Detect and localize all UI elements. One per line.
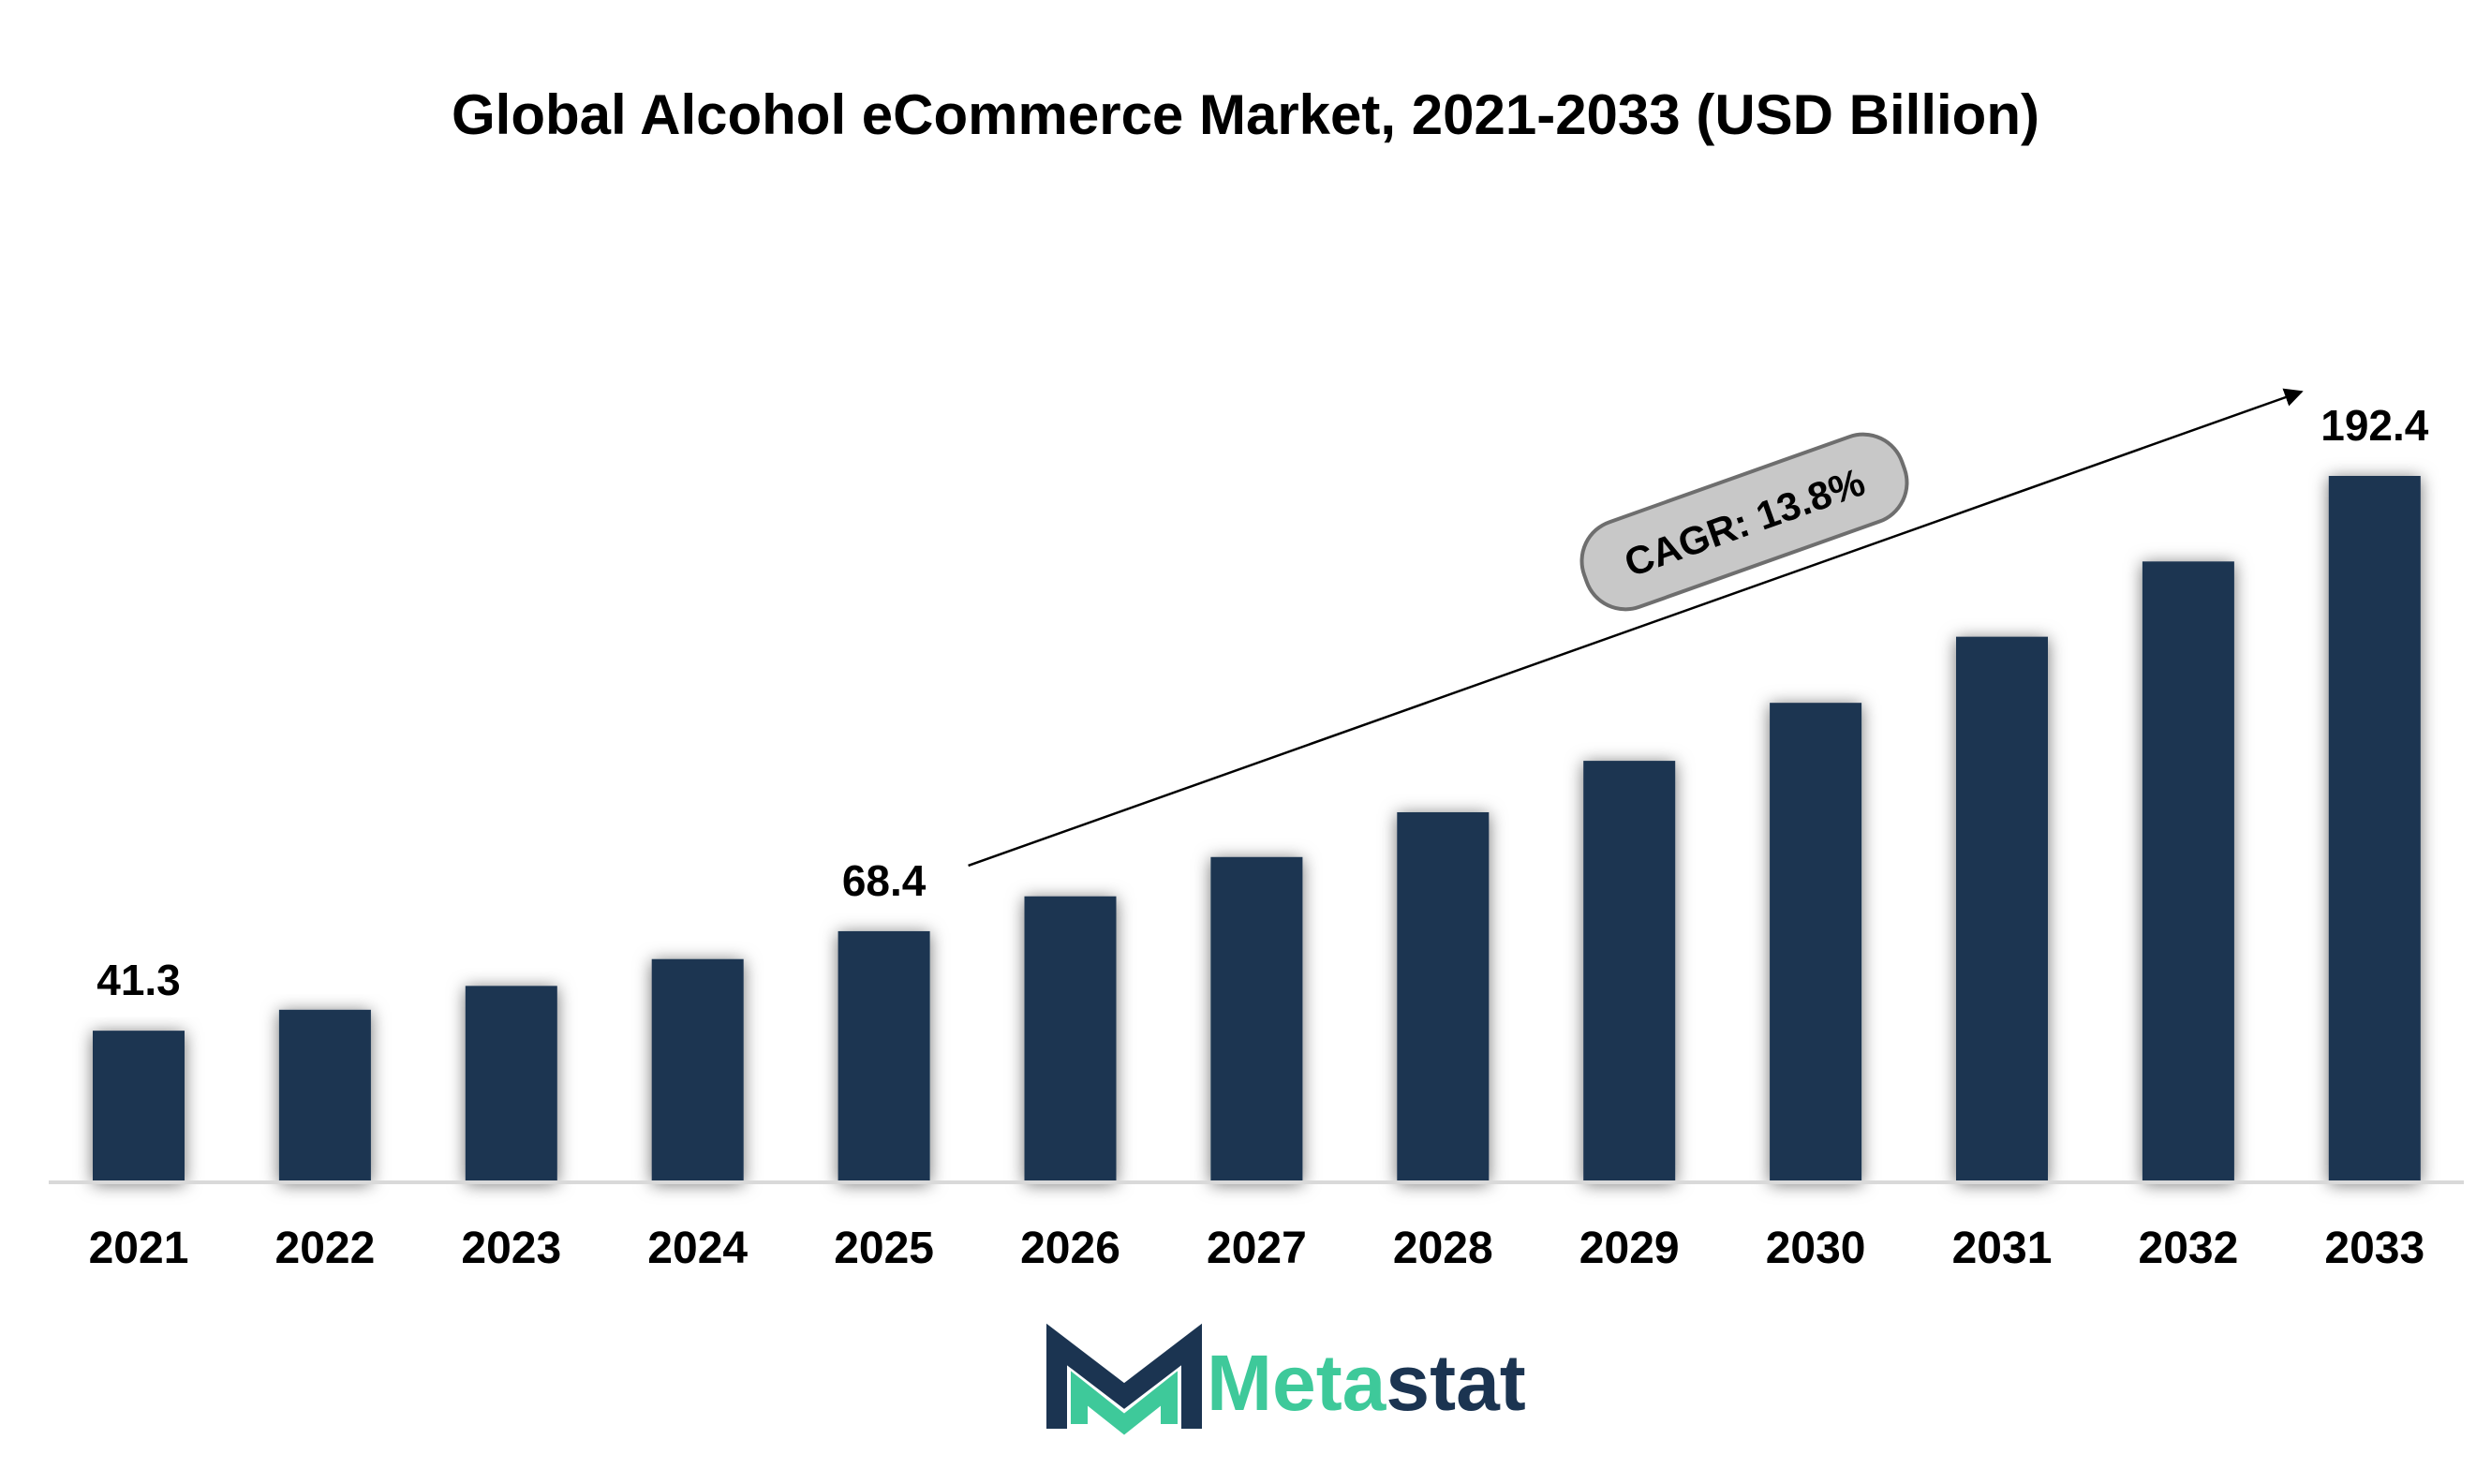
x-tick-2028: 2028 [1393,1224,1493,1273]
bars [93,476,2421,1182]
bar-2029 [1583,761,1676,1182]
data-label-2033: 192.4 [2320,401,2429,450]
logo-text: Metastat [1207,1339,1526,1427]
x-tick-2031: 2031 [1952,1224,2053,1273]
bar-2021 [93,1031,185,1182]
logo-text-meta: Meta [1207,1339,1387,1427]
metastat-logo: Metastat [1046,1323,1526,1435]
logo-text-stat: stat [1386,1339,1525,1427]
x-tick-labels: 2021 2022 2023 2024 2025 2026 2027 2028 2029 2030… [89,1224,2425,1273]
data-label-2021: 41.3 [96,956,181,1004]
x-tick-2026: 2026 [1020,1224,1120,1273]
metastat-m-icon [1046,1323,1202,1435]
bar-2028 [1397,811,1490,1182]
x-tick-2022: 2022 [275,1224,376,1273]
bar-2032 [2142,561,2234,1182]
x-tick-2023: 2023 [461,1224,561,1273]
bar-2024 [651,958,744,1182]
bar-2027 [1210,856,1303,1182]
chart-title: Global Alcohol eCommerce Market, 2021-20… [452,83,2039,146]
x-tick-2021: 2021 [89,1224,189,1273]
bar-2025 [838,930,930,1182]
bar-2022 [278,1009,371,1182]
cagr-arrow [968,388,2304,868]
x-tick-2032: 2032 [2139,1224,2239,1273]
x-tick-2027: 2027 [1207,1224,1307,1273]
cagr-badge-background [1579,432,1909,612]
bar-2033 [2328,476,2421,1182]
bar-2023 [465,986,557,1182]
x-tick-2033: 2033 [2324,1224,2424,1273]
x-tick-2029: 2029 [1579,1224,1680,1273]
bar-2030 [1770,703,1862,1182]
bar-2026 [1024,896,1117,1182]
x-tick-2024: 2024 [647,1224,748,1273]
bar-2031 [1956,636,2048,1182]
data-labels: 41.3 68.4 192.4 [96,401,2429,1004]
cagr-badge: CAGR: 13.8% [1579,432,1909,612]
x-tick-2030: 2030 [1766,1224,1866,1273]
data-label-2025: 68.4 [842,856,927,905]
x-tick-2025: 2025 [834,1224,934,1273]
